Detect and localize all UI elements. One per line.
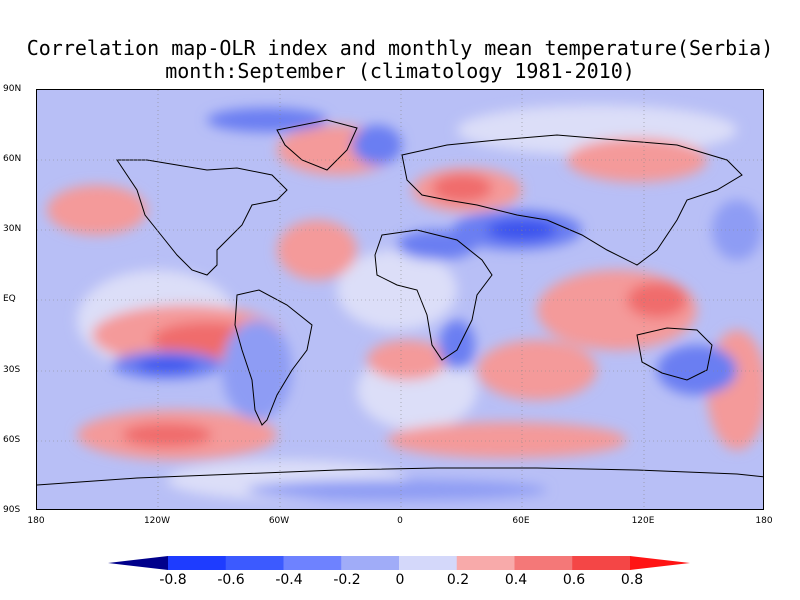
- eurasia-outline: [401, 134, 743, 266]
- australia-outline: [636, 327, 713, 381]
- colorbar-arrow-low: [108, 556, 168, 570]
- field-negative-region: [352, 125, 402, 165]
- colorbar-segment: [283, 556, 342, 570]
- correlation-field: [47, 105, 763, 500]
- field-negative-region: [137, 358, 197, 372]
- field-positive-region: [122, 423, 212, 447]
- lat-label-60n: 60N: [3, 154, 22, 164]
- field-negative-region: [207, 108, 327, 132]
- field-positive-region: [367, 340, 447, 380]
- colorbar-arrow-high: [630, 556, 690, 570]
- colorbar-segment: [341, 556, 400, 570]
- field-positive-region: [432, 174, 492, 202]
- field-positive-region: [477, 340, 597, 400]
- colorbar-segment: [168, 556, 227, 570]
- lon-label-180w: 180: [27, 516, 45, 526]
- field-positive-region: [387, 422, 627, 458]
- africa-outline: [374, 229, 493, 361]
- correlation-map: [36, 89, 764, 510]
- lon-label-120e: 120E: [631, 516, 655, 526]
- lat-label-30s: 30S: [3, 365, 21, 375]
- map-canvas: [37, 90, 763, 509]
- chart-subtitle: month:September (climatology 1981-2010): [165, 59, 635, 83]
- graticule: [37, 90, 763, 509]
- colorbar-label: -0.2: [333, 572, 361, 588]
- colorbar-label: 0.6: [562, 572, 586, 588]
- lat-label-30n: 30N: [3, 224, 22, 234]
- field-positive-region: [277, 220, 357, 280]
- lat-label-eq: EQ: [3, 294, 16, 304]
- south-america-outline: [234, 289, 313, 426]
- field-negative-region: [247, 480, 547, 500]
- colorbar-label: 0.4: [504, 572, 528, 588]
- field-pale-region: [337, 250, 457, 330]
- colorbar-segment: [456, 556, 515, 570]
- field-negative-region: [439, 320, 475, 370]
- lat-label-60s: 60S: [3, 435, 21, 445]
- colorbar-segment: [572, 556, 631, 570]
- lon-label-60e: 60E: [512, 516, 530, 526]
- lon-label-60w: 60W: [268, 516, 290, 526]
- colorbar-segment: [225, 556, 284, 570]
- colorbar-segment: [399, 556, 458, 570]
- field-negative-region: [222, 320, 292, 420]
- colorbar-label: 0: [395, 572, 405, 588]
- lat-label-90s: 90S: [3, 505, 21, 515]
- colorbar-label: 0.2: [446, 572, 470, 588]
- lon-label-120w: 120W: [143, 516, 171, 526]
- antarctica-outline: [37, 467, 763, 486]
- colorbar-label: -0.4: [275, 572, 303, 588]
- coastlines: [37, 119, 763, 486]
- colorbar-label: -0.8: [159, 572, 187, 588]
- colorbar-label: 0.8: [620, 572, 644, 588]
- lat-label-90n: 90N: [3, 84, 22, 94]
- lon-label-180e: 180: [755, 516, 773, 526]
- field-positive-region: [47, 185, 147, 235]
- field-negative-region: [657, 345, 737, 395]
- colorbar: [108, 556, 690, 570]
- lon-label-0: 0: [397, 516, 403, 526]
- colorbar-label: -0.6: [217, 572, 245, 588]
- chart-title: Correlation map-OLR index and monthly me…: [26, 36, 774, 60]
- north-america-outline: [116, 159, 288, 276]
- colorbar-segment: [514, 556, 573, 570]
- field-negative-region: [397, 230, 477, 260]
